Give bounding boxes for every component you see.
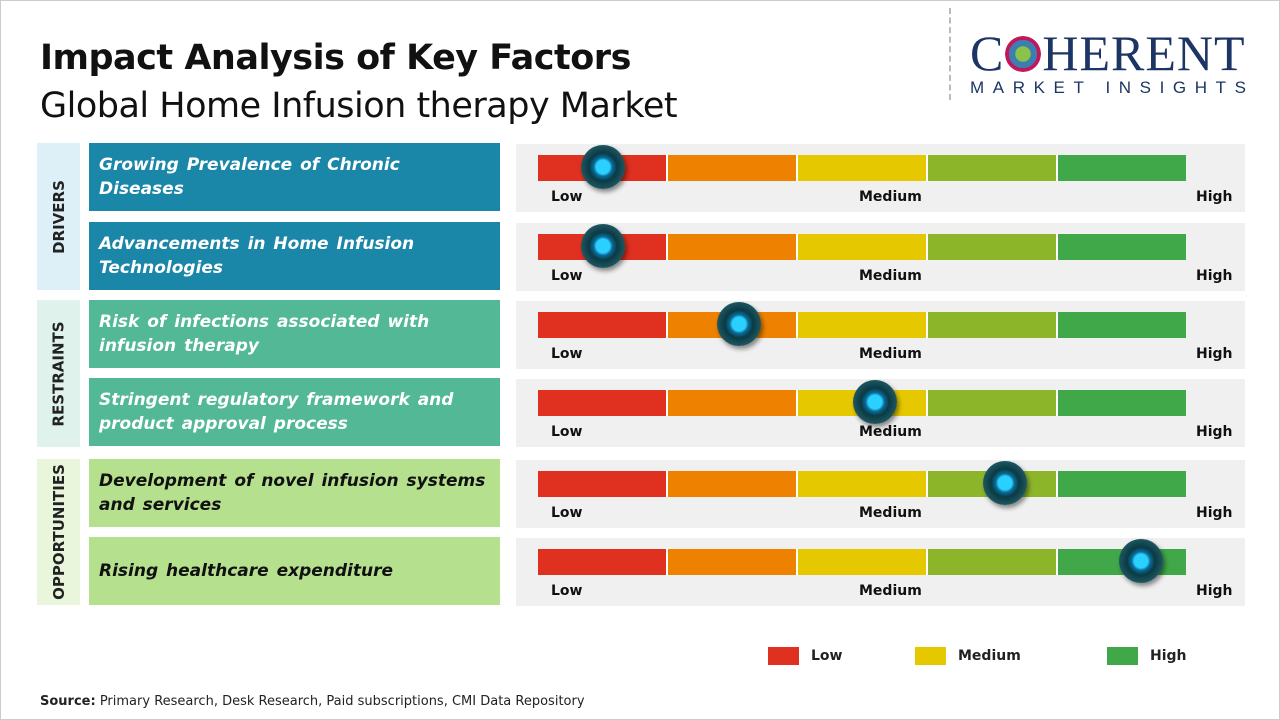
scale-high-label: High (1196, 189, 1233, 205)
scale-high-label: High (1196, 505, 1233, 521)
source-text: Primary Research, Desk Research, Paid su… (95, 694, 585, 709)
impact-gauge: Low Medium High (516, 379, 1245, 447)
page-subtitle: Global Home Infusion therapy Market (40, 86, 678, 126)
scale-high-label: High (1196, 268, 1233, 284)
factor-label: Risk of infections associated with infus… (89, 300, 500, 368)
gauge-segment (928, 549, 1058, 575)
gauge-segment (1058, 390, 1186, 416)
impact-gauge: Low Medium High (516, 538, 1245, 606)
category-label: RESTRAINTS (49, 320, 68, 427)
factor-label: Rising healthcare expenditure (89, 537, 500, 605)
legend-swatch-high (1107, 647, 1138, 665)
impact-indicator-knob (580, 224, 625, 268)
gauge-segment (928, 312, 1058, 338)
gauge-segment (1058, 471, 1186, 497)
impact-indicator-knob (852, 380, 897, 424)
scale-low-label: Low (551, 346, 583, 362)
gauge-bar (538, 234, 1186, 260)
source-note: Source: Primary Research, Desk Research,… (40, 694, 585, 709)
gauge-bar (538, 312, 1186, 338)
scale-low-label: Low (551, 268, 583, 284)
scale-high-label: High (1196, 583, 1233, 599)
impact-indicator-knob (982, 461, 1027, 505)
impact-gauge: Low Medium High (516, 223, 1245, 291)
gauge-segment (538, 390, 668, 416)
gauge-segment (798, 312, 928, 338)
gauge-segment (538, 549, 668, 575)
scale-low-label: Low (551, 189, 583, 205)
legend-swatch-low (768, 647, 799, 665)
scale-low-label: Low (551, 583, 583, 599)
factor-label: Advancements in Home Infusion Technologi… (89, 222, 500, 290)
scale-low-label: Low (551, 424, 583, 440)
gauge-segment (798, 155, 928, 181)
scale-medium-label: Medium (859, 424, 922, 440)
gauge-segment (1058, 312, 1186, 338)
gauge-segment (1058, 234, 1186, 260)
impact-gauge: Low Medium High (516, 460, 1245, 528)
impact-indicator-knob (716, 302, 761, 346)
company-logo: C HERENT MARKET INSIGHTS (970, 28, 1260, 98)
globe-icon (1005, 36, 1042, 72)
gauge-segment (538, 471, 668, 497)
gauge-segment (798, 549, 928, 575)
category-opportunities: OPPORTUNITIES (37, 459, 80, 605)
legend-label: Medium (958, 648, 1021, 664)
scale-low-label: Low (551, 505, 583, 521)
legend-label: Low (811, 648, 843, 664)
gauge-segment (668, 471, 798, 497)
legend-label: High (1150, 648, 1187, 664)
gauge-segment (798, 234, 928, 260)
scale-medium-label: Medium (859, 189, 922, 205)
page-title: Impact Analysis of Key Factors (40, 38, 631, 78)
source-prefix: Source: (40, 694, 96, 709)
gauge-bar (538, 155, 1186, 181)
gauge-segment (668, 549, 798, 575)
gauge-bar (538, 471, 1186, 497)
gauge-segment (538, 312, 668, 338)
impact-gauge: Low Medium High (516, 144, 1245, 212)
legend-medium: Medium (915, 647, 1021, 665)
gauge-segment (668, 155, 798, 181)
scale-high-label: High (1196, 424, 1233, 440)
legend-low: Low (768, 647, 842, 665)
gauge-segment (928, 155, 1058, 181)
scale-high-label: High (1196, 346, 1233, 362)
scale-medium-label: Medium (859, 268, 922, 284)
scale-medium-label: Medium (859, 346, 922, 362)
category-label: OPPORTUNITIES (49, 464, 68, 600)
gauge-segment (1058, 155, 1186, 181)
impact-indicator-knob (1118, 539, 1163, 583)
category-drivers: DRIVERS (37, 143, 80, 290)
gauge-bar (538, 549, 1186, 575)
category-restraints: RESTRAINTS (37, 300, 80, 447)
category-label: DRIVERS (49, 179, 68, 254)
gauge-segment (668, 390, 798, 416)
gauge-segment (928, 390, 1058, 416)
impact-gauge: Low Medium High (516, 301, 1245, 369)
factor-label: Growing Prevalence of Chronic Diseases (89, 143, 500, 211)
legend-high: High (1107, 647, 1187, 665)
divider (949, 8, 951, 100)
logo-tagline: MARKET INSIGHTS (970, 78, 1255, 97)
gauge-segment (668, 234, 798, 260)
scale-medium-label: Medium (859, 505, 922, 521)
gauge-segment (928, 234, 1058, 260)
impact-indicator-knob (580, 145, 625, 189)
gauge-segment (798, 471, 928, 497)
factor-label: Development of novel infusion systems an… (89, 459, 500, 527)
legend-swatch-medium (915, 647, 946, 665)
scale-medium-label: Medium (859, 583, 922, 599)
factor-label: Stringent regulatory framework and produ… (89, 378, 500, 446)
